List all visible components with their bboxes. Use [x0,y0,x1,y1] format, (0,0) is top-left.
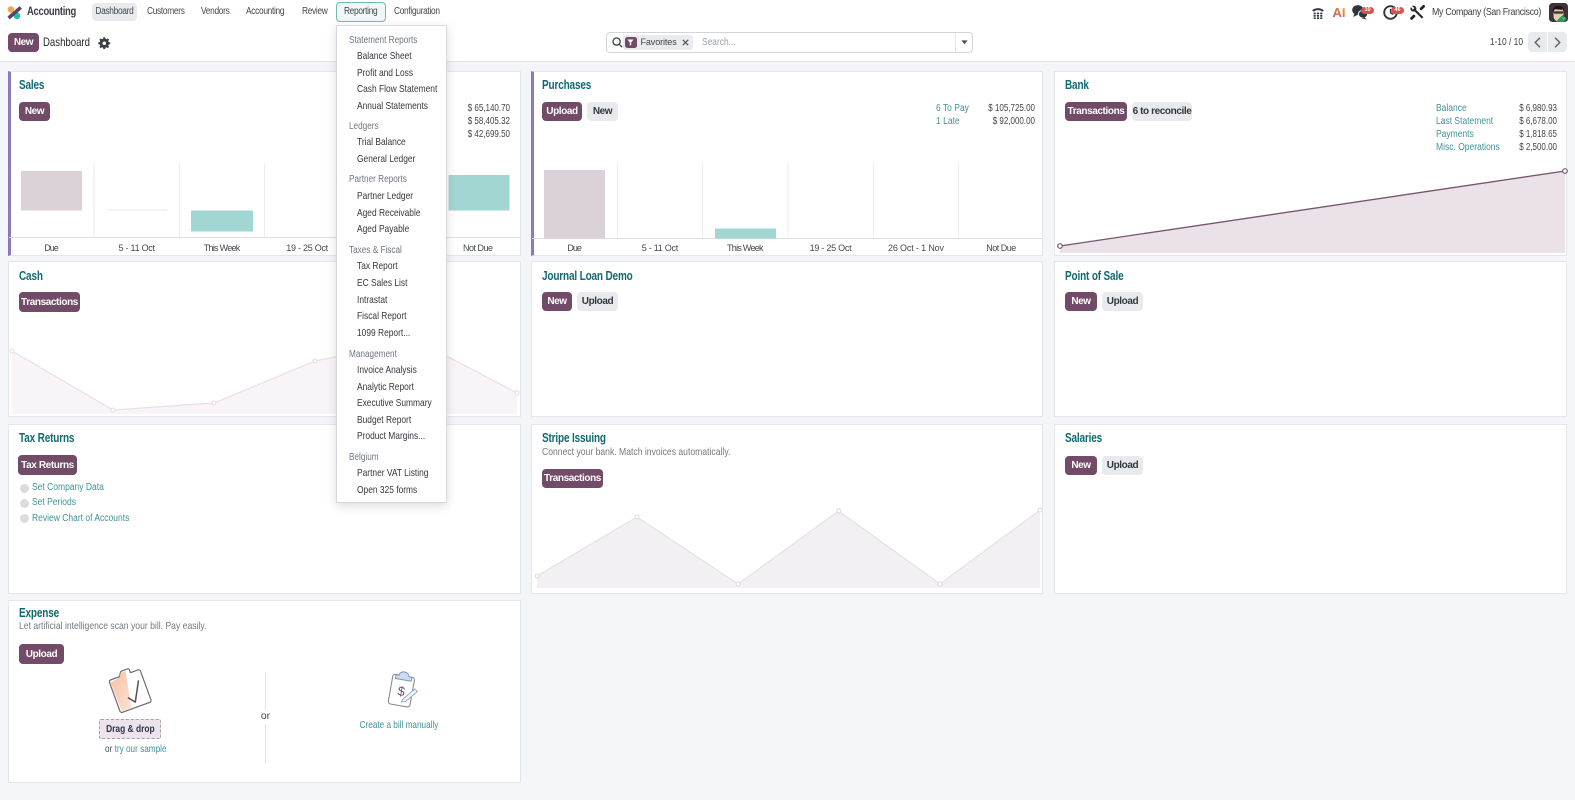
svg-text:Not Due: Not Due [986,243,1016,253]
svg-text:19 - 25 Oct: 19 - 25 Oct [810,243,852,253]
svg-text:This Week: This Week [204,243,241,253]
svg-text:Not Due: Not Due [463,243,493,253]
svg-text:Due: Due [567,243,582,253]
svg-text:26 Oct - 1 Nov: 26 Oct - 1 Nov [888,243,945,253]
svg-text:Due: Due [44,243,59,253]
svg-text:$: $ [396,683,406,699]
svg-text:AI: AI [1333,5,1346,19]
svg-text:This Week: This Week [727,243,764,253]
svg-text:5 - 11 Oct: 5 - 11 Oct [642,243,679,253]
svg-text:19 - 25 Oct: 19 - 25 Oct [286,243,328,253]
svg-text:5 - 11 Oct: 5 - 11 Oct [119,243,156,253]
